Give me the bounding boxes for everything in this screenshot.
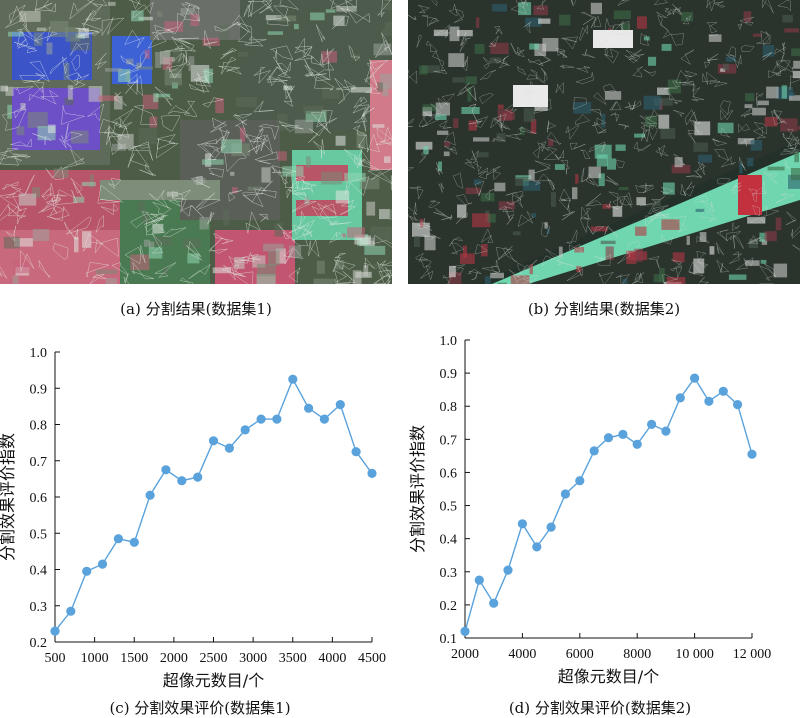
chart2-data-point <box>547 523 556 532</box>
chart2-data-point <box>719 387 728 396</box>
chart2-x-tick-label: 2000 <box>451 647 479 662</box>
chart1-data-point <box>257 415 266 424</box>
chart1-x-tick-label: 1000 <box>81 651 109 666</box>
chart2-y-tick-label: 1.0 <box>440 334 458 349</box>
chart2-x-axis-title: 超像元数目/个 <box>558 667 659 686</box>
chart2-data-point <box>633 440 642 449</box>
chart2-data-point <box>661 427 670 436</box>
chart1-data-point <box>304 404 313 413</box>
chart1-x-tick-label: 500 <box>45 651 66 666</box>
chart1-data-point <box>82 567 91 576</box>
chart2-data-point <box>460 627 469 636</box>
chart2-y-tick-label: 0.6 <box>440 466 458 481</box>
chart1-data-point <box>272 415 281 424</box>
chart2-data-point <box>475 576 484 585</box>
chart2-series-line <box>465 378 752 631</box>
chart2-data-point <box>590 446 599 455</box>
chart-dataset2: 0.1 0.2 0.3 0.4 0.5 0.6 0.7 0.8 0.9 1.0 2000 4000 60… <box>400 330 800 700</box>
chart2-data-point <box>503 566 512 575</box>
chart1-y-tick-label: 0.4 <box>30 564 48 579</box>
chart1-data-point <box>161 465 170 474</box>
chart1-y-axis-title: 分割效果评价指数 <box>0 433 17 561</box>
caption-a: (a) 分割结果(数据集1) <box>0 298 392 319</box>
segmentation-image-dataset1 <box>0 0 392 284</box>
chart2-y-tick-label: 0.3 <box>440 566 458 581</box>
chart2-data-point <box>561 489 570 498</box>
chart1-data-point <box>241 425 250 434</box>
chart2-x-tick-label: 10 000 <box>675 647 714 662</box>
chart1-y-tick-label: 0.2 <box>30 636 48 651</box>
chart1-data-point <box>146 491 155 500</box>
chart1-data-point <box>336 400 345 409</box>
chart2-y-tick-label: 0.7 <box>440 433 458 448</box>
chart1-data-point <box>209 436 218 445</box>
chart2-x-tick-label: 8000 <box>623 647 651 662</box>
chart1-x-tick-label: 1500 <box>120 651 148 666</box>
chart1-y-tick-label: 0.6 <box>30 491 48 506</box>
chart2-x-tick-label: 12 000 <box>733 647 772 662</box>
chart2-data-point <box>690 374 699 383</box>
chart2-data-point <box>518 519 527 528</box>
chart2-x-tick-label: 4000 <box>508 647 536 662</box>
chart2-y-tick-label: 0.2 <box>440 599 458 614</box>
chart1-y-tick-label: 1.0 <box>30 346 48 361</box>
chart1-data-point <box>50 627 59 636</box>
chart2-y-tick-label: 0.4 <box>440 533 458 548</box>
chart2-data-point <box>747 450 756 459</box>
chart1-y-tick-label: 0.3 <box>30 600 48 615</box>
chart2-data-point <box>647 420 656 429</box>
chart1-x-tick-label: 4500 <box>358 651 386 666</box>
chart2-data-point <box>704 397 713 406</box>
chart1-x-tick-label: 4000 <box>318 651 346 666</box>
chart1-data-point <box>177 476 186 485</box>
chart1-data-point <box>193 473 202 482</box>
chart1-data-point <box>367 469 376 478</box>
chart1-data-point <box>225 444 234 453</box>
chart1-y-tick-label: 0.7 <box>30 455 48 470</box>
chart2-y-tick-label: 0.5 <box>440 500 458 515</box>
chart1-data-point <box>288 375 297 384</box>
chart2-data-point <box>604 433 613 442</box>
chart2-y-tick-label: 0.9 <box>440 367 458 382</box>
chart-dataset1: 0.2 0.3 0.4 0.5 0.6 0.7 0.8 0.9 1.0 500 1000 1500 20… <box>0 330 400 700</box>
chart2-data-point <box>733 400 742 409</box>
chart2-y-tick-label: 0.1 <box>440 632 458 647</box>
chart1-x-tick-label: 3000 <box>239 651 267 666</box>
chart1-y-tick-label: 0.5 <box>30 527 48 542</box>
chart1-data-point <box>66 607 75 616</box>
chart1-data-point <box>320 415 329 424</box>
caption-d: (d) 分割效果评价(数据集2) <box>400 697 800 718</box>
chart2-data-point <box>618 430 627 439</box>
segmentation-image-dataset2 <box>408 0 800 284</box>
chart1-y-tick-label: 0.9 <box>30 382 48 397</box>
chart1-data-point <box>114 534 123 543</box>
chart1-x-tick-label: 2500 <box>200 651 228 666</box>
chart1-data-point <box>352 447 361 456</box>
chart1-data-point <box>98 560 107 569</box>
chart2-data-point <box>489 599 498 608</box>
chart2-data-point <box>532 542 541 551</box>
chart2-data-point <box>575 476 584 485</box>
chart2-x-tick-label: 6000 <box>566 647 594 662</box>
chart1-x-axis-title: 超像元数目/个 <box>163 671 264 690</box>
chart2-y-axis-title: 分割效果评价指数 <box>408 425 427 553</box>
chart1-y-tick-label: 0.8 <box>30 419 48 434</box>
chart2-y-tick-label: 0.8 <box>440 400 458 415</box>
caption-b: (b) 分割结果(数据集2) <box>408 298 800 319</box>
caption-c: (c) 分割效果评价(数据集1) <box>0 697 400 718</box>
chart1-data-point <box>130 538 139 547</box>
chart1-x-tick-label: 2000 <box>160 651 188 666</box>
chart2-data-point <box>676 393 685 402</box>
chart1-x-tick-label: 3500 <box>279 651 307 666</box>
